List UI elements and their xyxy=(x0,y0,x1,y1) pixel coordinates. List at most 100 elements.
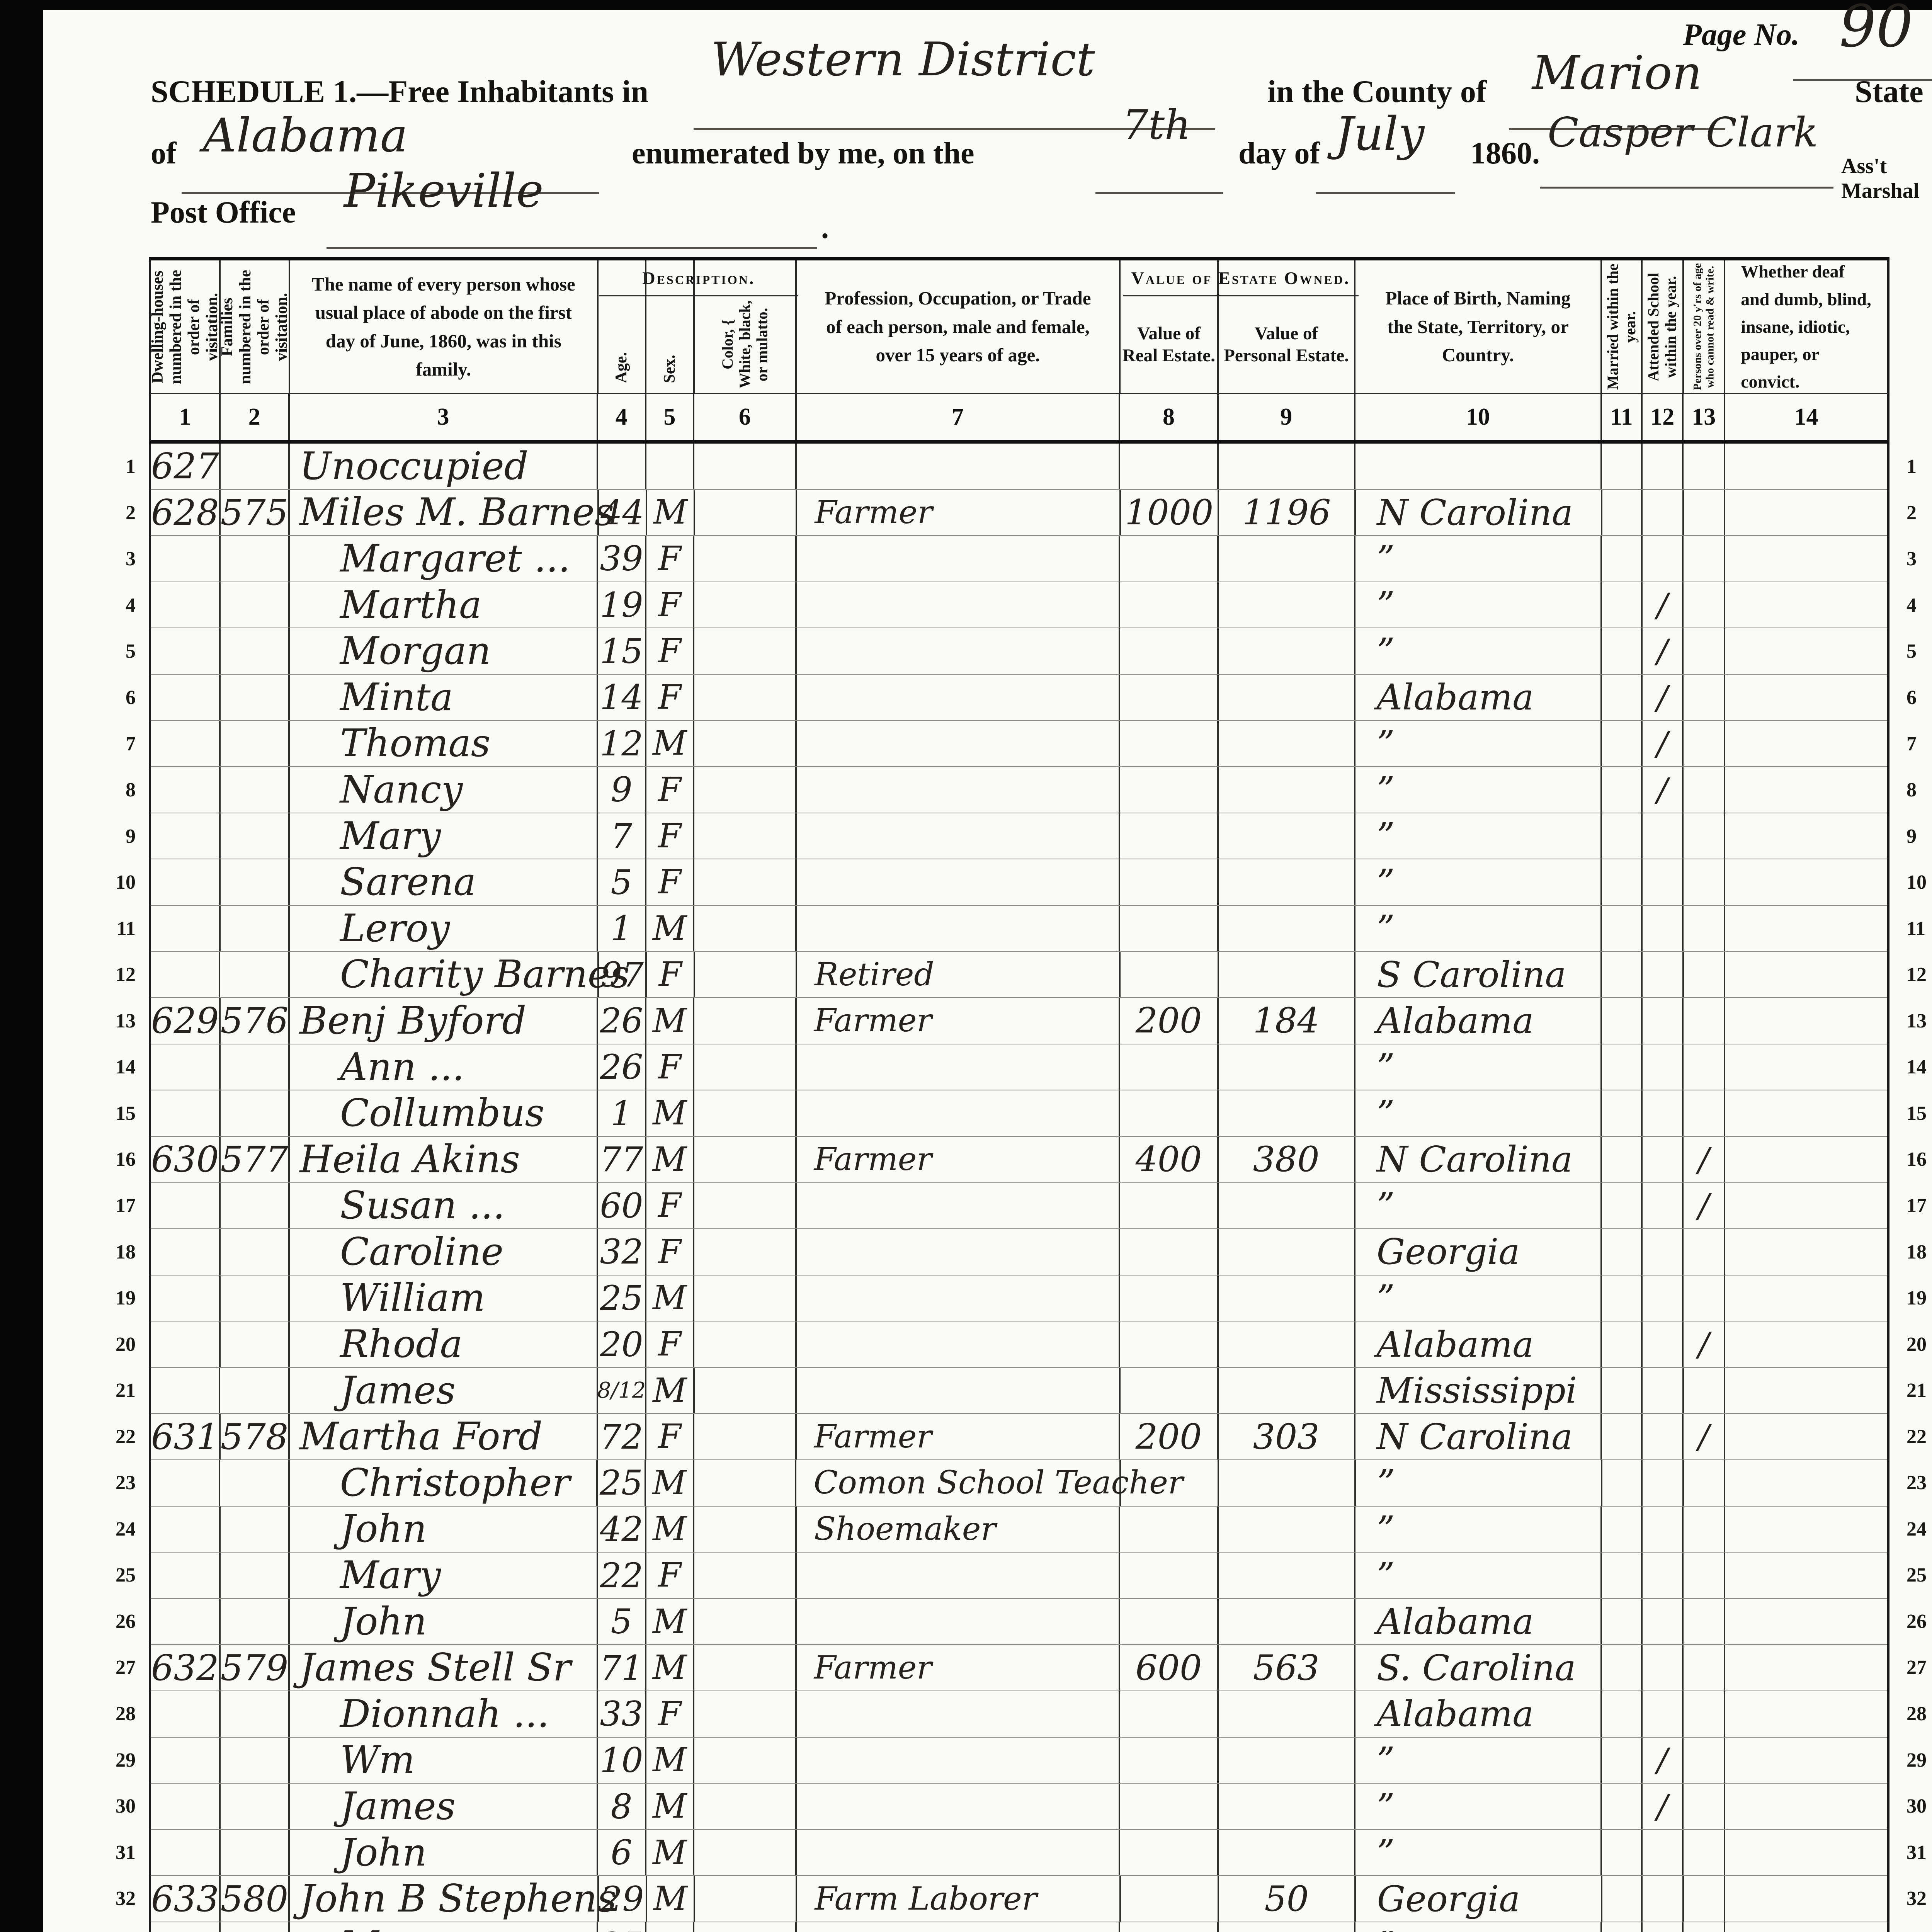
cannot-read-tick xyxy=(1684,444,1726,489)
family-number xyxy=(220,1367,290,1413)
school-tick xyxy=(1643,1044,1684,1090)
birthplace-value: ” xyxy=(1355,1737,1602,1783)
real-estate-value xyxy=(1120,1922,1219,1932)
disabilities-cell xyxy=(1725,1691,1887,1737)
cannot-read-tick: / xyxy=(1684,1321,1726,1367)
cannot-read-tick xyxy=(1684,1645,1726,1691)
row-number-left: 16 xyxy=(116,1148,136,1171)
sex-value: M xyxy=(646,1737,695,1783)
row-number-right: 14 xyxy=(1906,1056,1927,1078)
real-estate-value xyxy=(1120,1784,1219,1829)
married-tick xyxy=(1602,490,1643,536)
row-number-left: 17 xyxy=(116,1195,136,1217)
married-tick xyxy=(1602,1506,1643,1552)
row-number-right: 33 xyxy=(1896,1922,1932,1932)
sex-value: F xyxy=(646,767,695,813)
birthplace-value: Mississippi xyxy=(1355,1367,1602,1413)
sex-value: F xyxy=(646,1922,695,1932)
dwelling-number xyxy=(151,1321,221,1367)
disabilities-cell xyxy=(1725,1137,1887,1182)
paper-sheet xyxy=(43,10,1932,1932)
col-num-4: 4 xyxy=(598,394,646,440)
person-name: Mary ... xyxy=(290,1922,599,1932)
occupation-value: Farmer xyxy=(797,998,1121,1044)
age-value: 44 xyxy=(599,490,647,536)
row-number-right: 30 xyxy=(1906,1795,1927,1818)
cannot-read-tick xyxy=(1684,628,1726,674)
sex-value: M xyxy=(646,1506,695,1552)
married-tick xyxy=(1602,859,1643,905)
row-number-right: 5 xyxy=(1906,640,1917,663)
col-num-12: 12 xyxy=(1643,394,1684,440)
family-number xyxy=(221,859,290,905)
school-tick: / xyxy=(1643,582,1684,628)
row-number-right: 17 xyxy=(1906,1195,1927,1217)
row-number-left: 11 xyxy=(116,917,136,940)
school-tick xyxy=(1643,1645,1684,1691)
personal-estate-value xyxy=(1219,1784,1355,1829)
dwelling-number xyxy=(151,1367,221,1413)
age-value: 19 xyxy=(598,582,646,628)
row-number-right: 19 xyxy=(1906,1287,1927,1310)
family-number: 579 xyxy=(221,1645,290,1691)
color-cell xyxy=(694,1321,797,1367)
family-number xyxy=(221,767,290,813)
real-estate-value xyxy=(1120,1044,1219,1090)
row-number-left: 8 xyxy=(126,779,136,801)
sex-value: F xyxy=(646,582,695,628)
age-value: 26 xyxy=(598,1044,646,1090)
person-name: Christopher xyxy=(290,1460,598,1506)
family-number xyxy=(221,628,290,674)
col-num-5: 5 xyxy=(646,394,695,440)
birthplace-value: ” xyxy=(1355,905,1602,951)
row-number-left: 21 xyxy=(116,1379,136,1402)
disabilities-cell xyxy=(1725,628,1887,674)
color-cell xyxy=(694,1599,797,1645)
age-value: 7 xyxy=(598,813,646,859)
school-tick: / xyxy=(1643,674,1684,720)
disabilities-cell xyxy=(1725,721,1887,767)
signature-rule xyxy=(1540,187,1833,189)
disabilities-cell xyxy=(1725,1830,1887,1876)
person-name: Benj Byford xyxy=(290,998,599,1044)
row-number-right: 2 xyxy=(1906,502,1917,524)
occupation-value xyxy=(797,1737,1121,1783)
person-name: Susan ... xyxy=(290,1183,599,1229)
married-tick xyxy=(1602,1737,1643,1783)
col-header-families: Families numbered in the order of visita… xyxy=(218,260,291,393)
row-number-left: 19 xyxy=(116,1287,136,1310)
row-number-left: 5 xyxy=(126,640,136,663)
person-name: Caroline xyxy=(290,1229,599,1275)
dwelling-number xyxy=(151,1922,221,1932)
person-name: Wm xyxy=(290,1737,599,1783)
occupation-value xyxy=(797,1044,1121,1090)
table-row: 629 576 Benj Byford 26 M Farmer 200 184 … xyxy=(151,998,1887,1044)
birthplace-value: ” xyxy=(1355,1922,1602,1932)
disabilities-cell xyxy=(1725,906,1887,951)
person-name: John xyxy=(290,1830,599,1876)
birthplace-value: ” xyxy=(1356,1460,1602,1506)
day-of-label: day of xyxy=(1238,136,1320,170)
school-tick: / xyxy=(1643,628,1684,674)
col-header-married: Married within the year. xyxy=(1602,260,1643,393)
personal-estate-value xyxy=(1219,905,1355,951)
age-value xyxy=(598,444,646,489)
married-tick xyxy=(1602,1367,1643,1413)
person-name: Minta xyxy=(290,674,599,720)
real-estate-value xyxy=(1120,1737,1219,1783)
color-cell xyxy=(694,859,797,905)
sex-value: F xyxy=(646,1183,695,1229)
color-cell xyxy=(694,1183,797,1229)
of-label: of xyxy=(151,136,177,170)
month-rule xyxy=(1316,192,1455,194)
married-tick xyxy=(1602,582,1643,628)
age-value: 26 xyxy=(598,998,646,1044)
table-row: Christopher 25 M Comon School Teacher ” xyxy=(151,1460,1887,1507)
col-header-birthplace: Place of Birth, Naming the State, Territ… xyxy=(1355,260,1602,393)
disabilities-cell xyxy=(1725,998,1887,1044)
school-tick xyxy=(1643,1506,1684,1552)
table-row: William 25 M ” xyxy=(151,1275,1887,1322)
row-number-right: 9 xyxy=(1906,825,1917,847)
occupation-value xyxy=(797,767,1121,813)
